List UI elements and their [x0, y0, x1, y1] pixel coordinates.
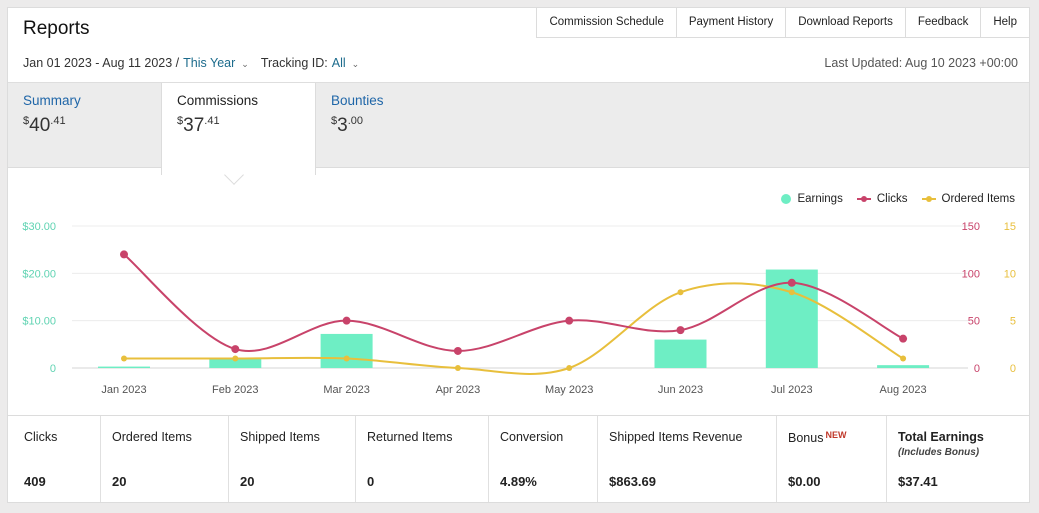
ordered-items-line [124, 282, 904, 375]
clicks-point [787, 278, 796, 287]
x-tick-label: Jan 2023 [101, 384, 146, 396]
report-tabs: Summary $40.41 Commissions $37.41 Bounti… [8, 82, 1029, 175]
y-tick-label: 100 [962, 268, 980, 280]
tab-bounties[interactable]: Bounties $3.00 [316, 83, 476, 168]
ordered-items-point [343, 355, 350, 362]
commission-schedule-link[interactable]: Commission Schedule [549, 16, 664, 28]
date-range-text: Jan 01 2023 - Aug 11 2023 / [23, 56, 180, 70]
chart-legend: Earnings Clicks Ordered Items [781, 193, 1015, 205]
clicks-point [899, 334, 908, 343]
y-tick-label: 0 [974, 363, 980, 375]
tab-label: Commissions [177, 93, 259, 108]
tab-summary[interactable]: Summary $40.41 [8, 83, 161, 168]
clicks-point [342, 316, 351, 325]
x-tick-label: Jun 2023 [658, 384, 703, 396]
stat-conversion: Conversion 4.89% [488, 416, 597, 502]
stat-total-earnings: Total Earnings (Includes Bonus) $37.41 [886, 416, 1029, 502]
legend-clicks[interactable]: Clicks [856, 193, 908, 205]
earnings-bar [209, 357, 262, 368]
y-tick-label: 150 [962, 221, 980, 233]
clicks-point [453, 346, 462, 355]
chevron-down-icon[interactable]: ⌄ [241, 58, 249, 69]
ordered-items-point [232, 355, 239, 362]
clicks-legend-icon [856, 194, 871, 204]
x-tick-label: May 2023 [545, 384, 593, 396]
tab-amount: $40.41 [23, 115, 66, 136]
y-tick-label: 0 [1010, 363, 1016, 375]
legend-ordered-items[interactable]: Ordered Items [921, 193, 1015, 205]
tab-amount: $3.00 [331, 115, 363, 136]
clicks-point [120, 250, 128, 259]
earnings-chart: 0 0 0 $10.00 50 5 $20.00 100 10 $30.00 150 15 Jan 20… [22, 221, 1016, 396]
clicks-point [565, 316, 574, 325]
earnings-bar [654, 339, 707, 368]
x-tick-label: Jul 2023 [771, 384, 813, 396]
ordered-items-legend-icon [921, 194, 936, 204]
filters-bar: Jan 01 2023 - Aug 11 2023 / This Year ⌄ … [23, 56, 359, 70]
earnings-bar [877, 365, 930, 368]
stat-shipped-items: Shipped Items 20 [228, 416, 355, 502]
stats-bar: Clicks 409 Ordered Items 20 Shipped Item… [8, 415, 1029, 502]
ordered-items-point [900, 355, 907, 362]
tab-commissions[interactable]: Commissions $37.41 [161, 83, 316, 175]
earnings-bar [320, 333, 373, 368]
ordered-items-point [566, 365, 573, 371]
ordered-items-point [677, 289, 684, 296]
page-title: Reports [23, 18, 90, 39]
y-tick-label: 15 [1004, 221, 1016, 233]
payment-history-link[interactable]: Payment History [675, 8, 785, 37]
chevron-down-icon[interactable]: ⌄ [351, 58, 360, 69]
stat-shipped-items-revenue: Shipped Items Revenue $863.69 [597, 416, 776, 502]
y-tick-label: $10.00 [22, 316, 56, 328]
help-link[interactable]: Help [980, 8, 1029, 37]
tab-amount: $37.41 [177, 115, 220, 136]
y-tick-label: 50 [968, 316, 980, 328]
ordered-items-point [788, 289, 795, 296]
date-preset-dropdown[interactable]: This Year [183, 56, 236, 70]
tab-label: Bounties [331, 93, 384, 108]
stat-clicks: Clicks 409 [24, 430, 58, 489]
legend-earnings[interactable]: Earnings [781, 193, 843, 205]
x-tick-label: Aug 2023 [880, 384, 927, 396]
x-tick-label: Apr 2023 [436, 384, 481, 396]
download-reports-link[interactable]: Download Reports [785, 8, 905, 37]
earnings-legend-icon [781, 194, 792, 204]
x-tick-label: Mar 2023 [323, 384, 369, 396]
y-tick-label: 0 [50, 363, 56, 375]
y-tick-label: 10 [1004, 268, 1016, 280]
top-nav: Commission Schedule Payment History Down… [536, 8, 1029, 38]
x-tick-label: Feb 2023 [212, 384, 258, 396]
feedback-link[interactable]: Feedback [904, 8, 981, 37]
y-tick-label: $30.00 [22, 221, 56, 233]
ordered-items-point [121, 355, 127, 362]
tracking-id-dropdown[interactable]: All [331, 56, 346, 70]
clicks-point [676, 326, 685, 335]
y-tick-label: 5 [1010, 316, 1016, 328]
tab-label: Summary [23, 93, 81, 108]
last-updated-text: Last Updated: Aug 10 2023 +00:00 [824, 56, 1018, 70]
clicks-point [231, 345, 240, 354]
earnings-bar [98, 366, 150, 368]
new-badge: NEW [825, 430, 847, 440]
y-tick-label: $20.00 [22, 268, 56, 280]
reports-card: Reports Commission Schedule Payment Hist… [7, 7, 1030, 503]
tracking-id-label: Tracking ID: [260, 56, 328, 70]
stat-bonus: Bonus NEW $0.00 [776, 416, 886, 502]
stat-ordered-items: Ordered Items 20 [100, 416, 228, 502]
stat-returned-items: Returned Items 0 [355, 416, 488, 502]
ordered-items-point [454, 365, 461, 371]
